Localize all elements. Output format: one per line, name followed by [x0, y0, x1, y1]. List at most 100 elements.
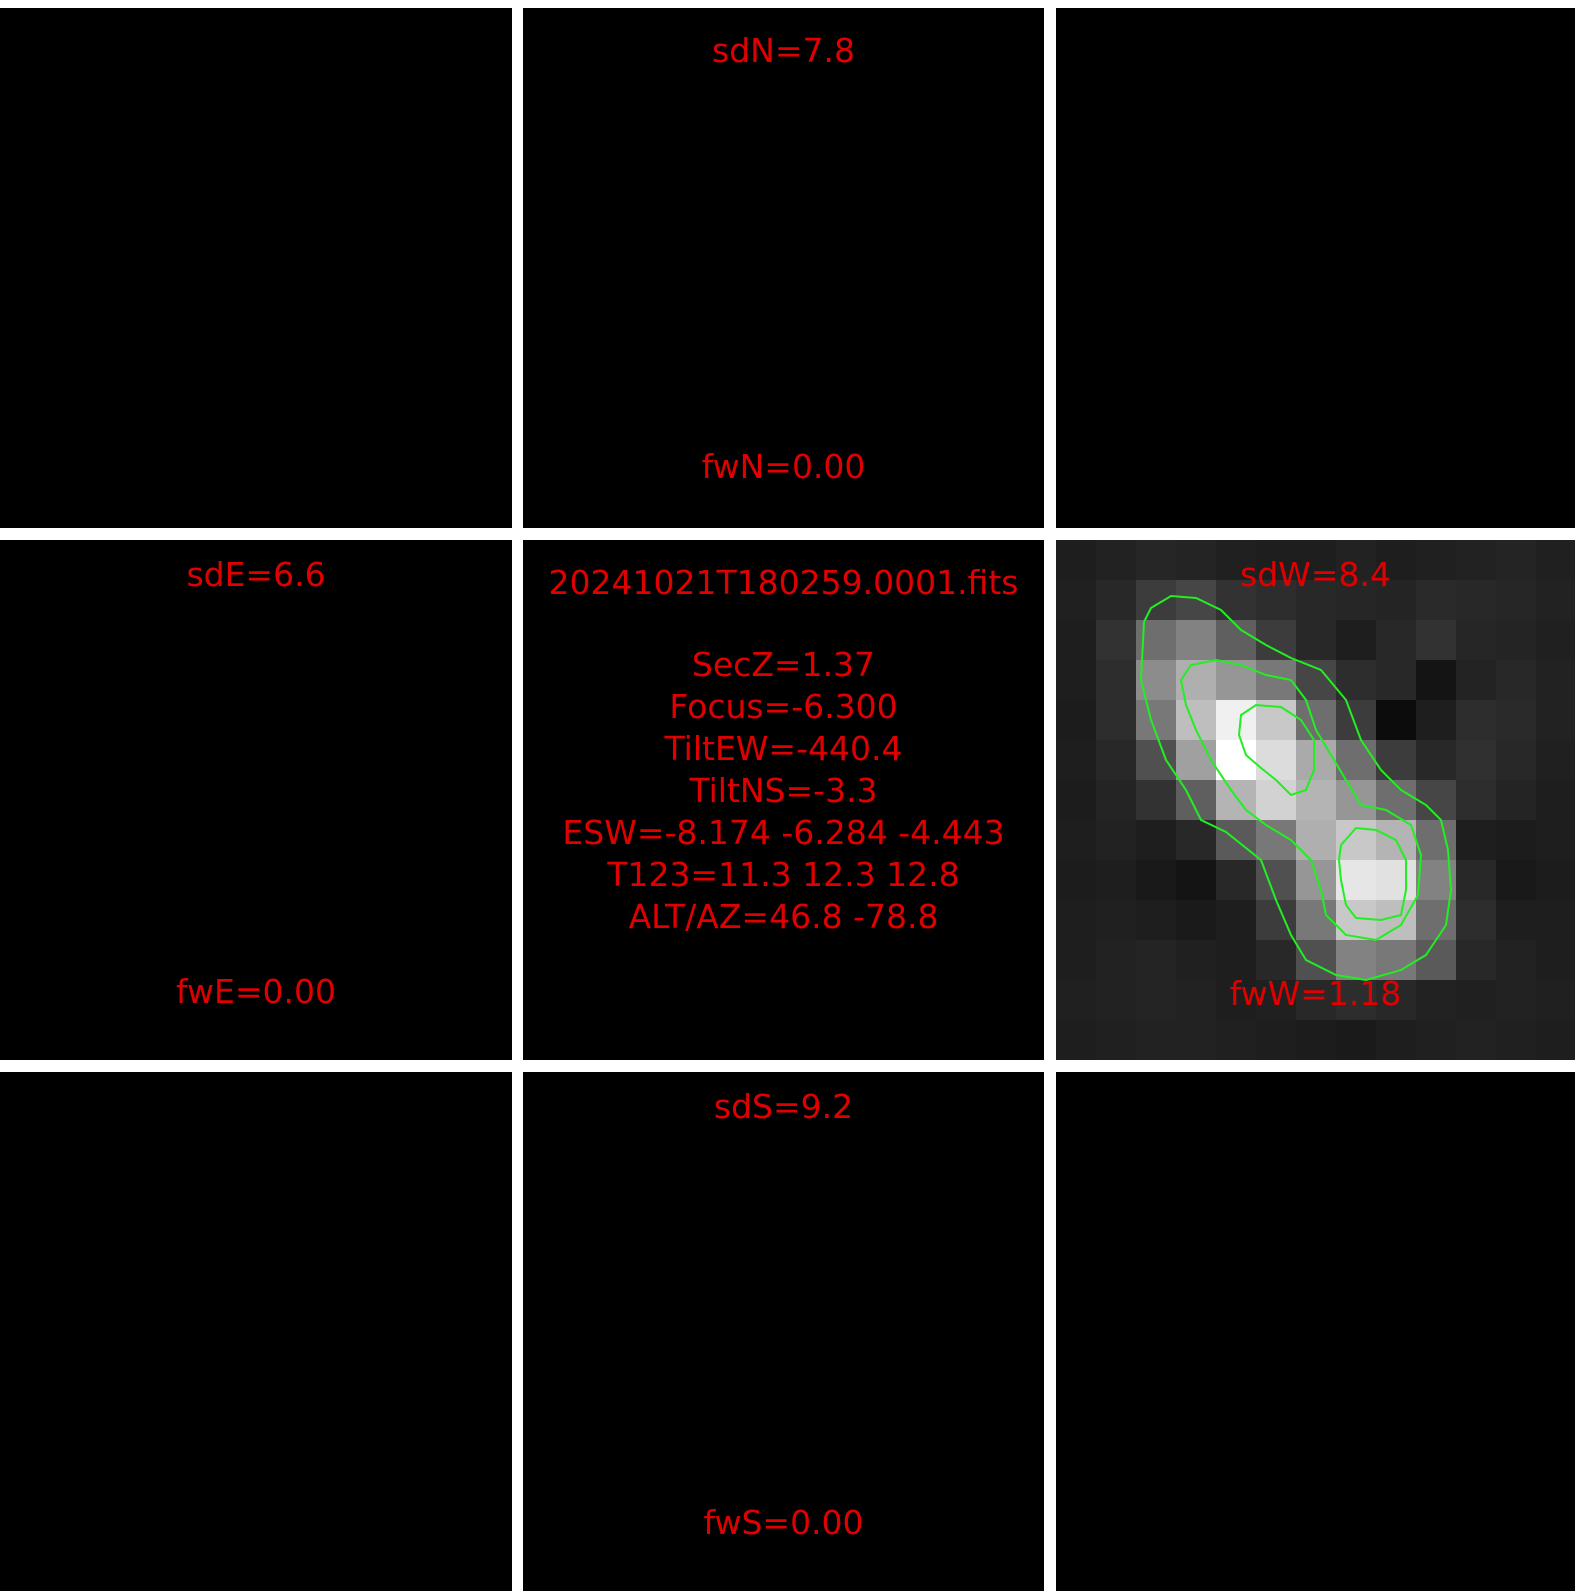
image-pixel — [1536, 740, 1575, 780]
star-image — [1056, 540, 1575, 1060]
image-pixel — [1376, 740, 1416, 780]
image-pixel — [1336, 940, 1376, 980]
image-pixel — [1336, 580, 1376, 620]
image-pixel — [1496, 820, 1536, 860]
image-pixel — [1456, 540, 1496, 580]
image-pixel — [1136, 580, 1176, 620]
image-pixel — [1256, 740, 1296, 780]
image-pixel — [1136, 820, 1176, 860]
image-pixel — [1176, 580, 1216, 620]
tiltns-line: TiltNS=-3.3 — [689, 771, 878, 810]
image-pixel — [1536, 540, 1575, 580]
image-pixel — [1056, 1020, 1096, 1060]
t123-line: T123=11.3 12.3 12.8 — [607, 855, 960, 894]
image-pixel — [1496, 780, 1536, 820]
fw-west-label: fwW=1.18 — [1229, 974, 1402, 1013]
image-pixel — [1176, 700, 1216, 740]
image-pixel — [1296, 580, 1336, 620]
image-pixel — [1096, 660, 1136, 700]
image-pixel — [1296, 940, 1336, 980]
image-pixel — [1296, 980, 1336, 1020]
image-pixel — [1056, 660, 1096, 700]
image-pixel — [1216, 860, 1256, 900]
image-pixel — [1216, 660, 1256, 700]
contour-middle — [1179, 658, 1423, 942]
image-pixel — [1096, 780, 1136, 820]
info-block: 20241021T180259.0001.fits SecZ=1.37 Focu… — [523, 562, 1044, 938]
image-pixel — [1136, 980, 1176, 1020]
image-pixel — [1496, 900, 1536, 940]
image-pixel — [1256, 540, 1296, 580]
image-pixel — [1256, 860, 1296, 900]
image-pixel — [1136, 1020, 1176, 1060]
pixel-grid — [1056, 540, 1575, 1060]
image-pixel — [1336, 820, 1376, 860]
image-pixel — [1296, 620, 1336, 660]
image-pixel — [1416, 940, 1456, 980]
image-pixel — [1136, 940, 1176, 980]
panel-east: sdE=6.6 fwE=0.00 — [0, 540, 512, 1060]
image-pixel — [1496, 1020, 1536, 1060]
image-pixel — [1456, 820, 1496, 860]
image-pixel — [1376, 580, 1416, 620]
image-pixel — [1456, 940, 1496, 980]
image-pixel — [1536, 580, 1575, 620]
image-pixel — [1296, 780, 1336, 820]
image-pixel — [1336, 780, 1376, 820]
image-pixel — [1136, 780, 1176, 820]
image-pixel — [1496, 700, 1536, 740]
image-pixel — [1056, 780, 1096, 820]
focus-line: Focus=-6.300 — [669, 687, 898, 726]
image-pixel — [1456, 900, 1496, 940]
image-pixel — [1536, 660, 1575, 700]
image-pixel — [1376, 660, 1416, 700]
image-pixel — [1416, 1020, 1456, 1060]
image-pixel — [1176, 540, 1216, 580]
image-pixel — [1216, 900, 1256, 940]
image-pixel — [1176, 780, 1216, 820]
image-pixel — [1416, 540, 1456, 580]
image-pixel — [1376, 1020, 1416, 1060]
image-pixel — [1496, 940, 1536, 980]
image-pixel — [1416, 820, 1456, 860]
panel-northeast — [0, 8, 512, 528]
image-pixel — [1056, 820, 1096, 860]
image-pixel — [1256, 1020, 1296, 1060]
sd-south-label: sdS=9.2 — [713, 1087, 854, 1126]
image-pixel — [1056, 580, 1096, 620]
fits-filename: 20241021T180259.0001.fits — [548, 563, 1019, 602]
image-pixel — [1176, 980, 1216, 1020]
panel-north: sdN=7.8 fwN=0.00 — [523, 8, 1044, 528]
panel-southeast — [0, 1072, 512, 1591]
image-pixel — [1376, 780, 1416, 820]
image-pixel — [1376, 620, 1416, 660]
image-pixel — [1536, 980, 1575, 1020]
image-pixel — [1416, 620, 1456, 660]
sd-north-label: sdN=7.8 — [712, 31, 855, 70]
secz-line: SecZ=1.37 — [691, 645, 876, 684]
image-pixel — [1336, 1020, 1376, 1060]
image-pixel — [1416, 740, 1456, 780]
image-pixel — [1456, 660, 1496, 700]
image-pixel — [1416, 780, 1456, 820]
image-pixel — [1136, 540, 1176, 580]
image-pixel — [1096, 820, 1136, 860]
image-pixel — [1216, 580, 1256, 620]
contour-lines — [1139, 594, 1453, 982]
image-pixel — [1376, 860, 1416, 900]
image-pixel — [1296, 1020, 1336, 1060]
image-pixel — [1216, 980, 1256, 1020]
image-pixel — [1056, 900, 1096, 940]
image-pixel — [1496, 740, 1536, 780]
image-pixel — [1496, 580, 1536, 620]
image-pixel — [1376, 540, 1416, 580]
image-pixel — [1176, 740, 1216, 780]
image-pixel — [1336, 700, 1376, 740]
image-pixel — [1296, 540, 1336, 580]
image-pixel — [1256, 940, 1296, 980]
image-pixel — [1336, 620, 1376, 660]
image-pixel — [1296, 740, 1336, 780]
image-pixel — [1536, 900, 1575, 940]
image-pixel — [1096, 620, 1136, 660]
image-pixel — [1256, 620, 1296, 660]
